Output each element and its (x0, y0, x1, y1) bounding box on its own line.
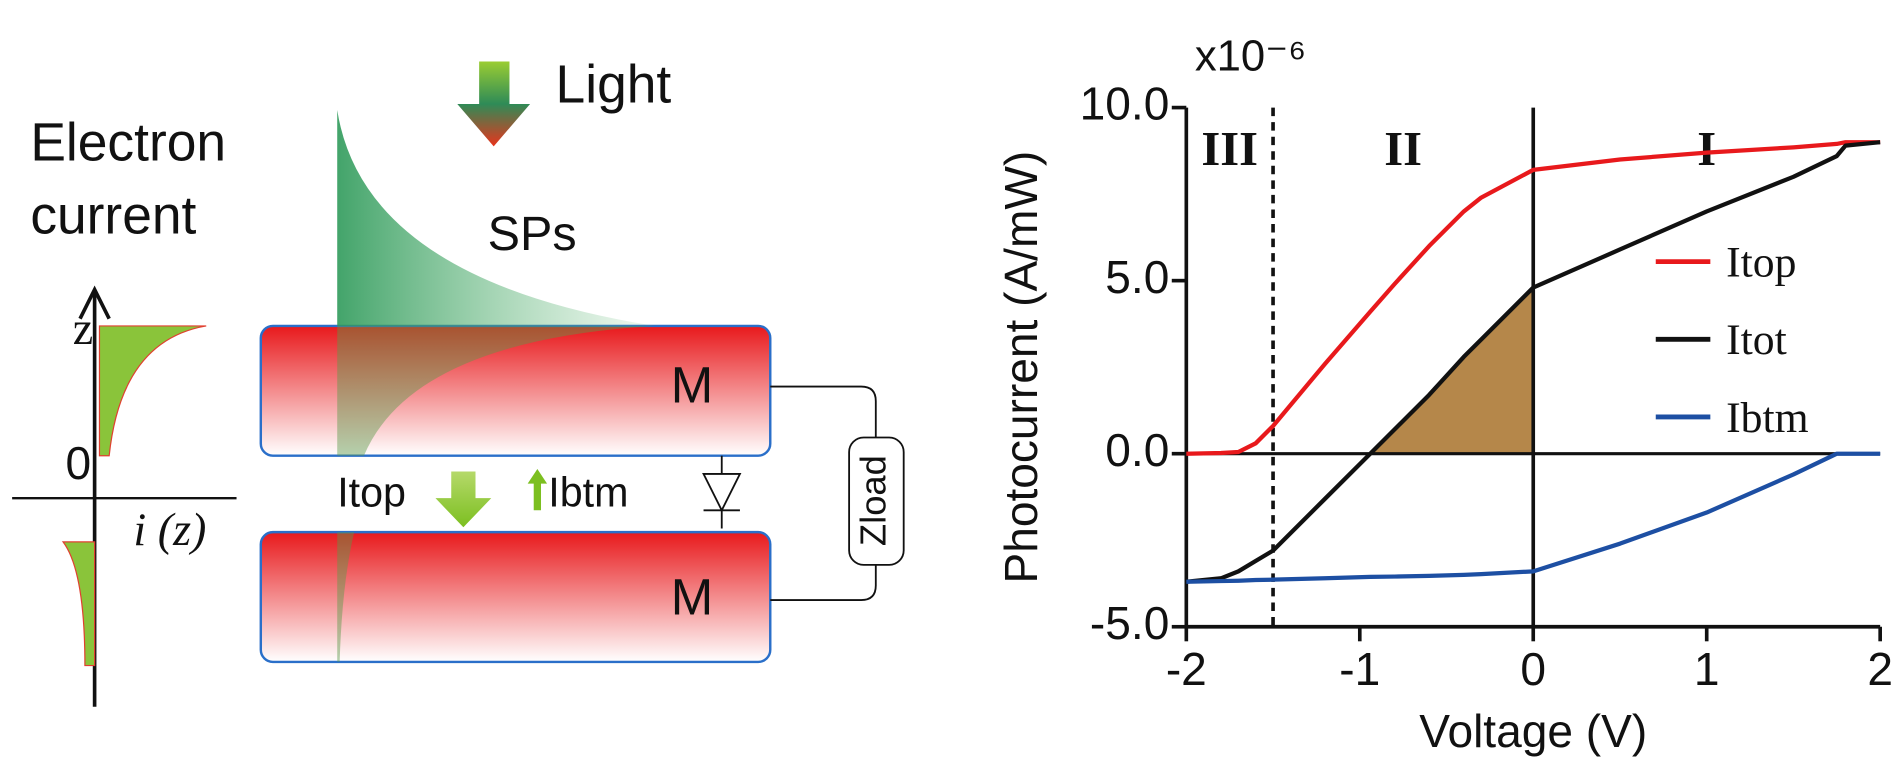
x-tick-label: 1 (1694, 643, 1720, 695)
x-axis-title: Voltage (V) (1419, 705, 1647, 757)
x-tick-label: -2 (1166, 643, 1207, 695)
light-label: Light (556, 55, 672, 114)
diode (702, 455, 742, 529)
y-multiplier: x10⁻⁶ (1195, 32, 1306, 81)
series-line (1186, 451, 1881, 584)
sp-field (337, 110, 656, 326)
bottom-profile (61, 541, 96, 667)
diagram: Light Electron current z 0 i (z) SPs M M… (12, 55, 905, 707)
y-tick-label: 5.0 (1105, 251, 1169, 303)
sp-field-bottom (337, 532, 355, 662)
metal-bottom-label: M (671, 569, 713, 626)
sp-field-metal (337, 325, 656, 456)
origin-label: 0 (66, 437, 92, 489)
y-axis-title: Photocurrent (A/mW) (995, 151, 1047, 584)
z-label: z (73, 303, 93, 354)
legend-label: Itop (1726, 239, 1796, 287)
legend-label: Ibtm (1726, 394, 1808, 442)
itop-label: Itop (337, 470, 406, 516)
sps-label: SPs (488, 207, 577, 261)
series-line (1186, 140, 1881, 584)
metal-top-label: M (671, 356, 713, 413)
x-tick-label: 0 (1520, 643, 1546, 695)
x-tick-label: -1 (1339, 643, 1380, 695)
i-label: i (z) (133, 504, 206, 555)
ibtm-arrow (527, 469, 548, 511)
light-arrow (457, 61, 531, 147)
top-profile (98, 325, 207, 457)
series-line (1186, 140, 1881, 456)
zload-label: Zload (852, 455, 893, 546)
current-label: current (30, 186, 196, 245)
ibtm-label: Ibtm (548, 470, 628, 516)
region-label: I (1697, 123, 1716, 176)
chart: x10⁻⁶ Voltage (V) Photocurrent (A/mW) -5… (995, 32, 1893, 757)
y-tick-label: -5.0 (1090, 597, 1169, 649)
circuit-wire (770, 385, 877, 601)
electron-label: Electron (30, 113, 226, 172)
y-tick-label: 10.0 (1080, 78, 1170, 130)
y-tick-label: 0.0 (1105, 424, 1169, 476)
metal-bottom (259, 530, 772, 664)
itop-arrow (435, 471, 492, 528)
x-tick-label: 2 (1867, 643, 1893, 695)
region-label: II (1384, 123, 1422, 176)
zload-box (848, 436, 905, 566)
z-arrowhead (78, 285, 111, 320)
region-label: III (1201, 123, 1258, 176)
legend-label: Itot (1726, 316, 1787, 364)
